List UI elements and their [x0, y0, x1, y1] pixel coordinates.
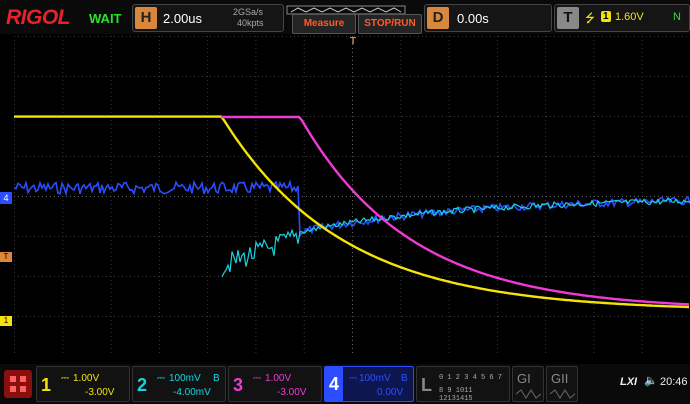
- generator-1-wave-icon: [515, 389, 542, 399]
- logic-channels-low: 0 1 2 3 4 5 6 7: [439, 374, 503, 382]
- generator-2-label: GII: [551, 371, 569, 386]
- ch1-offset-marker[interactable]: 1: [0, 316, 12, 326]
- trigger-level-marker[interactable]: T: [0, 252, 12, 262]
- channel-1-panel[interactable]: 1 ⎓ 1.00V -3.00V: [36, 366, 130, 402]
- overview-wave: [290, 7, 402, 13]
- ch1-number: 1: [41, 375, 52, 395]
- waveform-display[interactable]: [13, 36, 690, 357]
- stop-run-button[interactable]: STOP/RUN: [358, 14, 422, 34]
- ch2-trace: [221, 198, 690, 278]
- delay-panel[interactable]: D 0.00s: [424, 4, 552, 32]
- ch1-scale: 1.00V: [73, 373, 100, 384]
- ch1-coupling-icon: ⎓: [61, 373, 69, 384]
- sound-icon[interactable]: 🔈: [644, 375, 658, 387]
- ch4-coupling-icon: ⎓: [349, 373, 357, 384]
- ch2-scale: 100mV: [169, 373, 201, 384]
- logic-key: L: [421, 375, 432, 395]
- channel-3-panel[interactable]: 3 ⎓ 1.00V -3.00V: [228, 366, 322, 402]
- generator-2-button[interactable]: GII: [546, 366, 578, 402]
- ch4-offset: 0.00V: [377, 387, 404, 398]
- grid-lines: [14, 36, 687, 357]
- waveform-svg: [13, 36, 690, 357]
- ch3-offset: -3.00V: [277, 387, 307, 398]
- ch3-trace: [221, 115, 690, 306]
- ch1-offset: -3.00V: [85, 387, 115, 398]
- ch2-coupling-icon: ⎓: [157, 373, 165, 384]
- ch3-scale: 1.00V: [265, 373, 292, 384]
- trigger-level: 1.60V: [615, 11, 644, 23]
- menu-grid-icon: [10, 376, 26, 392]
- ch4-bandwidth-flag: B: [401, 373, 408, 384]
- ch2-bandwidth-flag: B: [213, 373, 220, 384]
- ch2-offset: -4.00mV: [173, 387, 211, 398]
- ch4-scale: 100mV: [359, 373, 391, 384]
- memory-depth: 40kpts: [237, 18, 264, 28]
- trigger-position-marker[interactable]: T: [349, 36, 357, 47]
- channel-2-panel[interactable]: 2 ⎓ 100mV B -4.00mV: [132, 366, 226, 402]
- brand-logo: RIGOL: [6, 6, 71, 29]
- menu-button[interactable]: [4, 370, 32, 398]
- ch1-trace: [14, 115, 690, 309]
- trigger-panel[interactable]: T ⭍ 1 1.60V N: [554, 4, 690, 32]
- ch3-number: 3: [233, 375, 244, 395]
- timebase-panel[interactable]: H 2.00us 2GSa/s 40kpts: [132, 4, 284, 32]
- ch3-coupling-icon: ⎓: [253, 373, 261, 384]
- timebase-value: 2.00us: [163, 11, 203, 26]
- trigger-source: 1: [601, 11, 611, 22]
- generator-1-label: GI: [517, 371, 531, 386]
- delay-value: 0.00s: [457, 11, 489, 26]
- ch4-number: 4: [325, 367, 343, 401]
- channel-4-panel[interactable]: 4 ⎓ 100mV B 0.00V: [324, 366, 414, 402]
- trigger-mode: N: [673, 11, 681, 23]
- measure-button[interactable]: Measure: [292, 14, 356, 34]
- delay-key[interactable]: D: [427, 7, 449, 29]
- sample-rate: 2GSa/s: [233, 7, 264, 17]
- system-time: 20:46: [660, 376, 688, 388]
- logic-analyzer-panel[interactable]: L 0 1 2 3 4 5 6 7 8 9 1011 12131415: [416, 366, 510, 403]
- logic-channels-high: 8 9 1011 12131415: [439, 387, 473, 403]
- generator-2-wave-icon: [549, 389, 576, 399]
- trigger-edge-icon: ⭍: [585, 11, 595, 25]
- generator-1-button[interactable]: GI: [512, 366, 544, 402]
- overview-frame: [286, 5, 406, 15]
- ch2-number: 2: [137, 375, 148, 395]
- acquisition-status: WAIT: [89, 11, 122, 26]
- ch4-offset-marker[interactable]: 4: [0, 192, 12, 204]
- timebase-key[interactable]: H: [135, 7, 157, 29]
- ch4-trace: [13, 179, 690, 238]
- lxi-icon: LXI: [620, 376, 638, 388]
- trigger-key[interactable]: T: [557, 7, 579, 29]
- top-bar: RIGOL WAIT H 2.00us 2GSa/s 40kpts Measur…: [0, 0, 690, 34]
- bottom-bar: 1 ⎓ 1.00V -3.00V 2 ⎓ 100mV B -4.00mV 3 ⎓…: [0, 364, 690, 404]
